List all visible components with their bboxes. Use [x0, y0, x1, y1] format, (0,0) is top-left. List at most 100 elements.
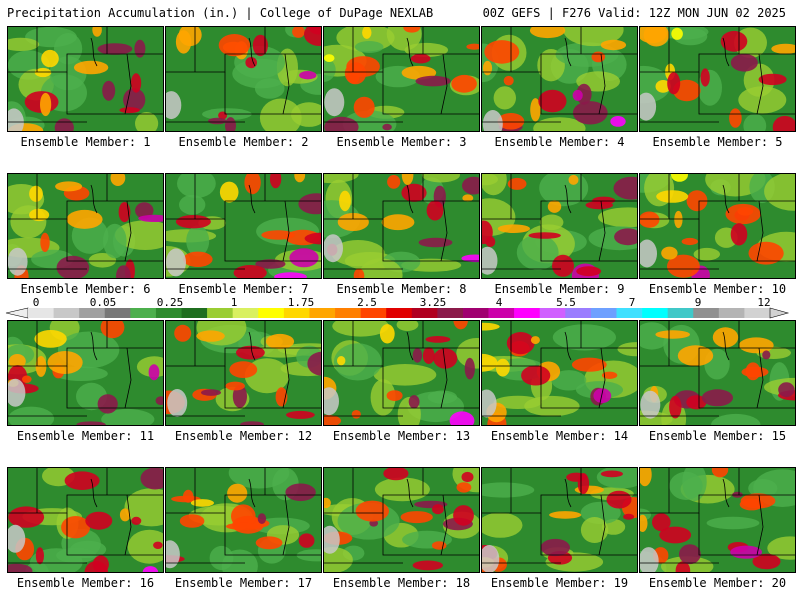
- precipitation-field: [481, 173, 638, 279]
- precipitation-field: [7, 26, 164, 132]
- colorbar-bin: [283, 308, 310, 318]
- ensemble-member-map: [323, 26, 480, 132]
- ensemble-member-label: Ensemble Member: 20: [648, 576, 787, 590]
- colorbar-bin: [616, 308, 643, 318]
- ensemble-member-map: [323, 467, 480, 573]
- state-boundary: [598, 347, 606, 409]
- colorbar-tick-label: 7: [628, 296, 636, 309]
- colorbar-bin: [718, 308, 745, 318]
- ensemble-member-map: [323, 173, 480, 279]
- ensemble-member-label: Ensemble Member: 5: [652, 135, 783, 149]
- colorbar-min-arrow: [5, 307, 29, 319]
- colorbar-tick-label: 3.25: [419, 296, 447, 309]
- ensemble-member-map: [165, 467, 322, 573]
- state-boundary: [722, 478, 730, 508]
- ensemble-member-label: Ensemble Member: 9: [494, 282, 625, 296]
- colorbar-bin: [488, 308, 515, 318]
- colorbar-tick-label: 0.05: [89, 296, 117, 309]
- colorbar-tick-label: 9: [694, 296, 702, 309]
- state-boundary: [756, 53, 764, 115]
- colorbar-bin: [539, 308, 566, 318]
- ensemble-member-label: Ensemble Member: 17: [174, 576, 313, 590]
- state-boundary: [598, 200, 606, 262]
- colorbar-tick-label: 5.5: [556, 296, 576, 309]
- ensemble-member-map: [323, 320, 480, 426]
- colorbar-bin: [207, 308, 233, 318]
- state-boundary: [282, 494, 290, 556]
- state-boundary: [66, 219, 164, 262]
- colorbar-bin: [514, 308, 541, 318]
- ensemble-member-label: Ensemble Member: 11: [16, 429, 155, 443]
- precipitation-field: [481, 320, 638, 426]
- ensemble-member-label: Ensemble Member: 7: [178, 282, 309, 296]
- precipitation-colorbar: [5, 307, 790, 319]
- ensemble-member-map: [481, 26, 638, 132]
- ensemble-member-map: [7, 320, 164, 426]
- ensemble-member-label: Ensemble Member: 2: [178, 135, 309, 149]
- ensemble-member-label: Ensemble Member: 13: [332, 429, 471, 443]
- state-boundary: [698, 366, 796, 409]
- colorbar-bin: [258, 308, 285, 318]
- precipitation-field: [323, 173, 480, 279]
- colorbar-bin: [360, 308, 387, 318]
- ensemble-member-map: [7, 26, 164, 132]
- colorbar-bin: [79, 308, 106, 318]
- ensemble-member-label: Ensemble Member: 14: [490, 429, 629, 443]
- precipitation-field: [165, 467, 322, 573]
- colorbar-bin: [309, 308, 336, 318]
- ensemble-member-label: Ensemble Member: 3: [336, 135, 467, 149]
- state-boundary: [382, 513, 480, 556]
- state-boundary: [66, 72, 164, 115]
- state-boundary: [722, 331, 730, 361]
- state-boundary: [382, 366, 480, 409]
- ensemble-member-map: [165, 26, 322, 132]
- state-boundary: [282, 200, 290, 262]
- state-boundary: [440, 53, 448, 115]
- ensemble-member-map: [7, 173, 164, 279]
- colorbar-tick-label: 0: [32, 296, 40, 309]
- ensemble-member-label: Ensemble Member: 15: [648, 429, 787, 443]
- state-boundary: [406, 331, 414, 361]
- ensemble-member-map: [481, 467, 638, 573]
- state-boundary: [698, 72, 796, 115]
- colorbar-bin: [667, 308, 694, 318]
- colorbar-bin: [437, 308, 464, 318]
- colorbar-bin: [104, 308, 131, 318]
- ensemble-member-label: Ensemble Member: 6: [20, 282, 151, 296]
- colorbar-bin: [462, 308, 489, 318]
- ensemble-member-label: Ensemble Member: 10: [648, 282, 787, 296]
- ensemble-member-label: Ensemble Member: 12: [174, 429, 313, 443]
- state-boundary: [248, 331, 256, 361]
- run-info: 00Z GEFS | F276 Valid: 12Z MON JUN 02 20…: [482, 6, 786, 20]
- state-boundary: [224, 513, 322, 556]
- state-boundary: [564, 331, 572, 361]
- ensemble-member-label: Ensemble Member: 16: [16, 576, 155, 590]
- precipitation-field: [7, 467, 164, 573]
- colorbar-tick-label: 1.75: [287, 296, 315, 309]
- colorbar-tick-labels: 0 0.05 0.25 1 1.75 2.5 3.25 4 5.5 7 9 12: [0, 296, 800, 310]
- ensemble-member-map: [165, 173, 322, 279]
- state-boundary: [248, 37, 256, 67]
- state-boundary: [124, 53, 132, 115]
- precipitation-field: [481, 26, 638, 132]
- ensemble-member-label: Ensemble Member: 19: [490, 576, 629, 590]
- state-boundary: [90, 184, 98, 214]
- colorbar-bin: [693, 308, 720, 318]
- state-boundary: [564, 478, 572, 508]
- state-boundary: [66, 513, 164, 556]
- colorbar-bin: [28, 308, 54, 318]
- ensemble-member-map: [639, 173, 796, 279]
- state-boundary: [124, 200, 132, 262]
- state-boundary: [598, 494, 606, 556]
- precipitation-field: [323, 320, 480, 426]
- state-boundary: [756, 494, 764, 556]
- ensemble-member-map: [639, 320, 796, 426]
- precipitation-field: [165, 173, 322, 279]
- colorbar-bin: [53, 308, 80, 318]
- ensemble-member-label: Ensemble Member: 18: [332, 576, 471, 590]
- colorbar-bin: [411, 308, 438, 318]
- ensemble-member-map: [481, 173, 638, 279]
- state-boundary: [282, 347, 290, 409]
- state-boundary: [406, 37, 414, 67]
- state-boundary: [90, 331, 98, 361]
